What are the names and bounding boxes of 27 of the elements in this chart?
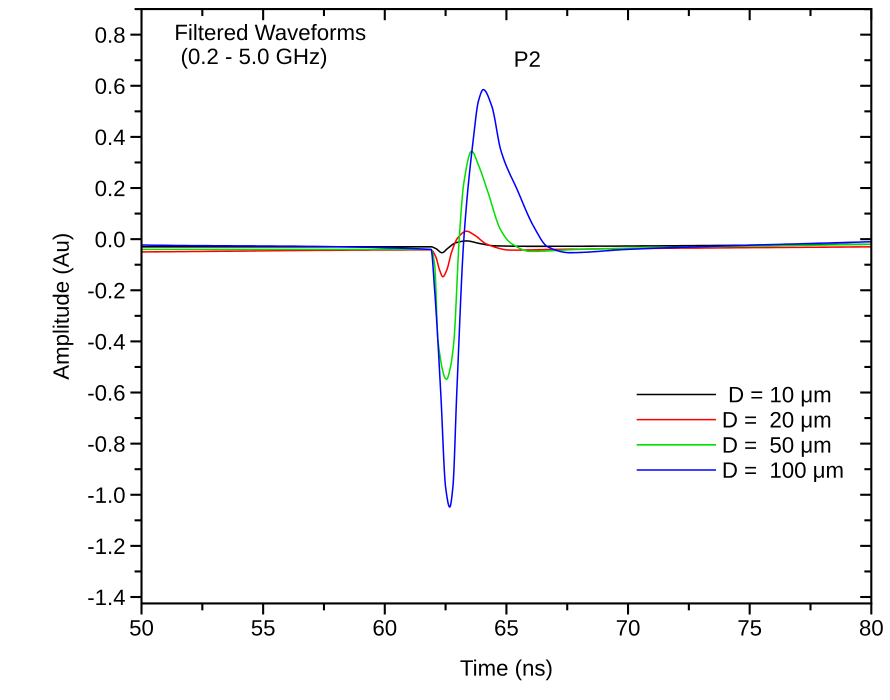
x-axis-title: Time (ns) <box>460 660 552 680</box>
y-tick-label: -0.8 <box>88 436 125 452</box>
legend-label: D = 20 μm <box>724 412 830 432</box>
x-tick-label: 60 <box>374 620 396 636</box>
y-tick-label: 0.6 <box>96 78 125 94</box>
x-tick-label: 70 <box>616 620 640 636</box>
legend-label: D = 10 μm <box>730 386 830 407</box>
y-tick-label: -0.2 <box>88 282 124 299</box>
x-tick-label: 55 <box>252 620 275 636</box>
x-tick-label: 80 <box>860 620 883 636</box>
y-tick-label: 0.0 <box>96 232 125 248</box>
annotation: Filtered Waveforms (0.2 - 5.0 GHz) <box>176 24 366 69</box>
x-tick-label: 75 <box>738 620 762 636</box>
annotation: P2 <box>516 51 540 67</box>
y-tick-label: 0.2 <box>96 180 124 196</box>
x-tick-label: 50 <box>130 620 153 636</box>
legend-label: D = 50 μm <box>724 437 830 457</box>
x-tick-label: 65 <box>495 620 518 636</box>
y-tick-label: -1.2 <box>88 538 124 554</box>
y-tick-label: -1.4 <box>88 590 125 606</box>
y-tick-label: 0.8 <box>96 27 125 43</box>
y-tick-label: -0.4 <box>88 334 125 350</box>
y-tick-label: -0.6 <box>88 385 125 401</box>
y-axis-title: Amplitude (Au) <box>52 234 74 380</box>
legend-label: D = 100 μm <box>724 462 843 482</box>
y-tick-label: -1.0 <box>88 487 125 504</box>
y-tick-label: 0.4 <box>96 129 125 146</box>
